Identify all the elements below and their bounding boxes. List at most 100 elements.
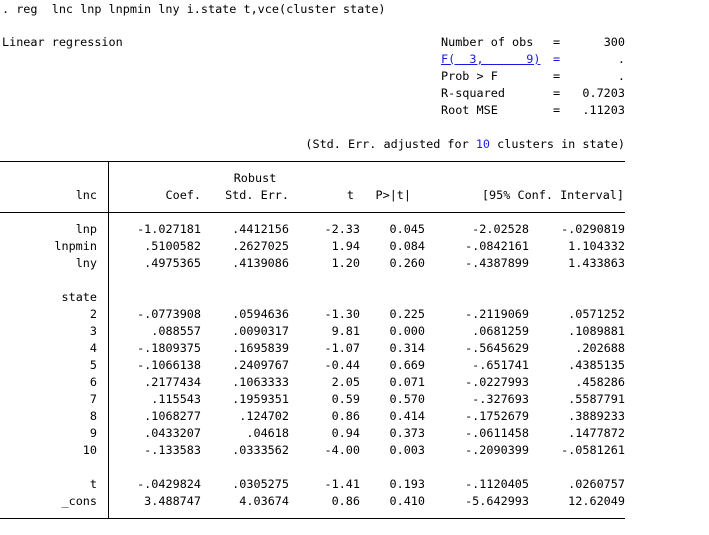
cell-hi: 12.62049 [568,494,625,508]
cell-se: .2409767 [232,358,289,372]
cell-coef: -1.027181 [137,222,201,236]
table-bottom-rule [0,518,625,519]
row-label: 3 [89,324,97,338]
header-coef: Coef. [165,188,201,202]
row-label: 8 [89,409,97,423]
cell-coef: .115543 [151,392,201,406]
command-line[interactable]: . reg lnc lnp lnpmin lny i.state t,vce(c… [2,2,386,16]
cell-lo: -.2090399 [465,443,529,457]
cell-p: 0.003 [389,443,425,457]
cell-lo: -.4387899 [465,256,529,270]
cell-p: 0.084 [389,239,425,253]
table-top-rule [0,161,625,162]
cell-p: 0.414 [389,409,425,423]
stat-eq-nobs: = [553,35,561,49]
cell-p: 0.000 [389,324,425,338]
cell-t: 0.86 [331,409,360,423]
cell-lo: .0681259 [472,324,529,338]
cell-lo: -5.642993 [465,494,529,508]
cell-coef: -.133583 [144,443,201,457]
cell-t: 1.94 [331,239,360,253]
cluster-note-suffix: clusters in state) [490,137,625,151]
row-label: t [89,477,97,491]
cell-t: 2.05 [331,375,360,389]
cell-coef: .088557 [151,324,201,338]
cell-hi: 1.104332 [568,239,625,253]
cell-lo: -.0227993 [465,375,529,389]
stat-value-ftest: . [617,52,625,66]
stat-label-r2: R-squared [441,86,505,100]
cell-coef: -.0773908 [137,307,201,321]
stat-eq-r2: = [553,86,561,100]
cell-lo: -.1752679 [465,409,529,423]
cell-coef: .4975365 [144,256,201,270]
header-ci: [95% Conf. Interval] [481,188,624,202]
cluster-note: (Std. Err. adjusted for 10 clusters in s… [250,136,625,153]
table-header-rule [0,212,625,213]
row-label: 10 [82,443,97,457]
cell-se: .0333562 [232,443,289,457]
cell-se: .0090317 [232,324,289,338]
cell-hi: .1089881 [568,324,625,338]
cell-p: 0.410 [389,494,425,508]
stat-label-ftest-link[interactable]: F( 3, 9) [441,52,541,66]
cell-hi: .1477872 [568,426,625,440]
cell-lo: -.0611458 [465,426,529,440]
row-label: 9 [89,426,97,440]
cell-hi: .202688 [575,341,625,355]
cell-p: 0.193 [389,477,425,491]
cell-t: -1.30 [324,307,360,321]
stat-value-nobs: 300 [603,35,625,49]
cell-se: .0305275 [232,477,289,491]
row-label: lnpmin [54,239,97,253]
cell-t: -4.00 [324,443,360,457]
cell-t: 0.86 [331,494,360,508]
cell-se: .1959351 [232,392,289,406]
cell-se: .04618 [246,426,289,440]
cell-lo: -2.02528 [472,222,529,236]
cell-t: -1.41 [324,477,360,491]
cell-lo: -.0842161 [465,239,529,253]
cell-se: .0594636 [232,307,289,321]
cluster-count-link[interactable]: 10 [475,137,491,151]
table-column-divider [108,162,109,518]
cell-t: 9.81 [331,324,360,338]
cell-coef: .2177434 [144,375,201,389]
cell-lo: -.2119069 [465,307,529,321]
cell-coef: -.0429824 [137,477,201,491]
header-depvar: lnc [75,188,97,202]
stat-label-nobs: Number of obs [441,35,534,49]
stat-value-probf: . [617,69,625,83]
cell-p: 0.045 [389,222,425,236]
cell-hi: .0571252 [568,307,625,321]
cell-hi: .3889233 [568,409,625,423]
header-robust: Robust [233,171,277,185]
cell-se: .1063333 [232,375,289,389]
row-label: lny [75,256,97,270]
header-p: P>|t| [375,188,411,202]
cell-coef: .5100582 [144,239,201,253]
row-label: 2 [89,307,97,321]
cell-lo: -.1120405 [465,477,529,491]
cell-p: 0.260 [389,256,425,270]
cell-se: .4412156 [232,222,289,236]
cell-coef: -.1066138 [137,358,201,372]
header-t: t [346,188,354,202]
cell-t: 0.94 [331,426,360,440]
cell-p: 0.570 [389,392,425,406]
stat-value-r2: 0.7203 [582,86,625,100]
cell-t: -0.44 [324,358,360,372]
cell-t: -2.33 [324,222,360,236]
cell-se: .124702 [239,409,289,423]
row-label: 4 [89,341,97,355]
cell-hi: .0260757 [568,477,625,491]
cell-coef: 3.488747 [144,494,201,508]
header-se: Std. Err. [225,188,289,202]
cell-hi: .458286 [575,375,625,389]
cell-se: 4.03674 [239,494,289,508]
cell-p: 0.071 [389,375,425,389]
cell-p: 0.669 [389,358,425,372]
cell-coef: -.1809375 [137,341,201,355]
cell-se: .4139086 [232,256,289,270]
cell-t: 0.59 [331,392,360,406]
